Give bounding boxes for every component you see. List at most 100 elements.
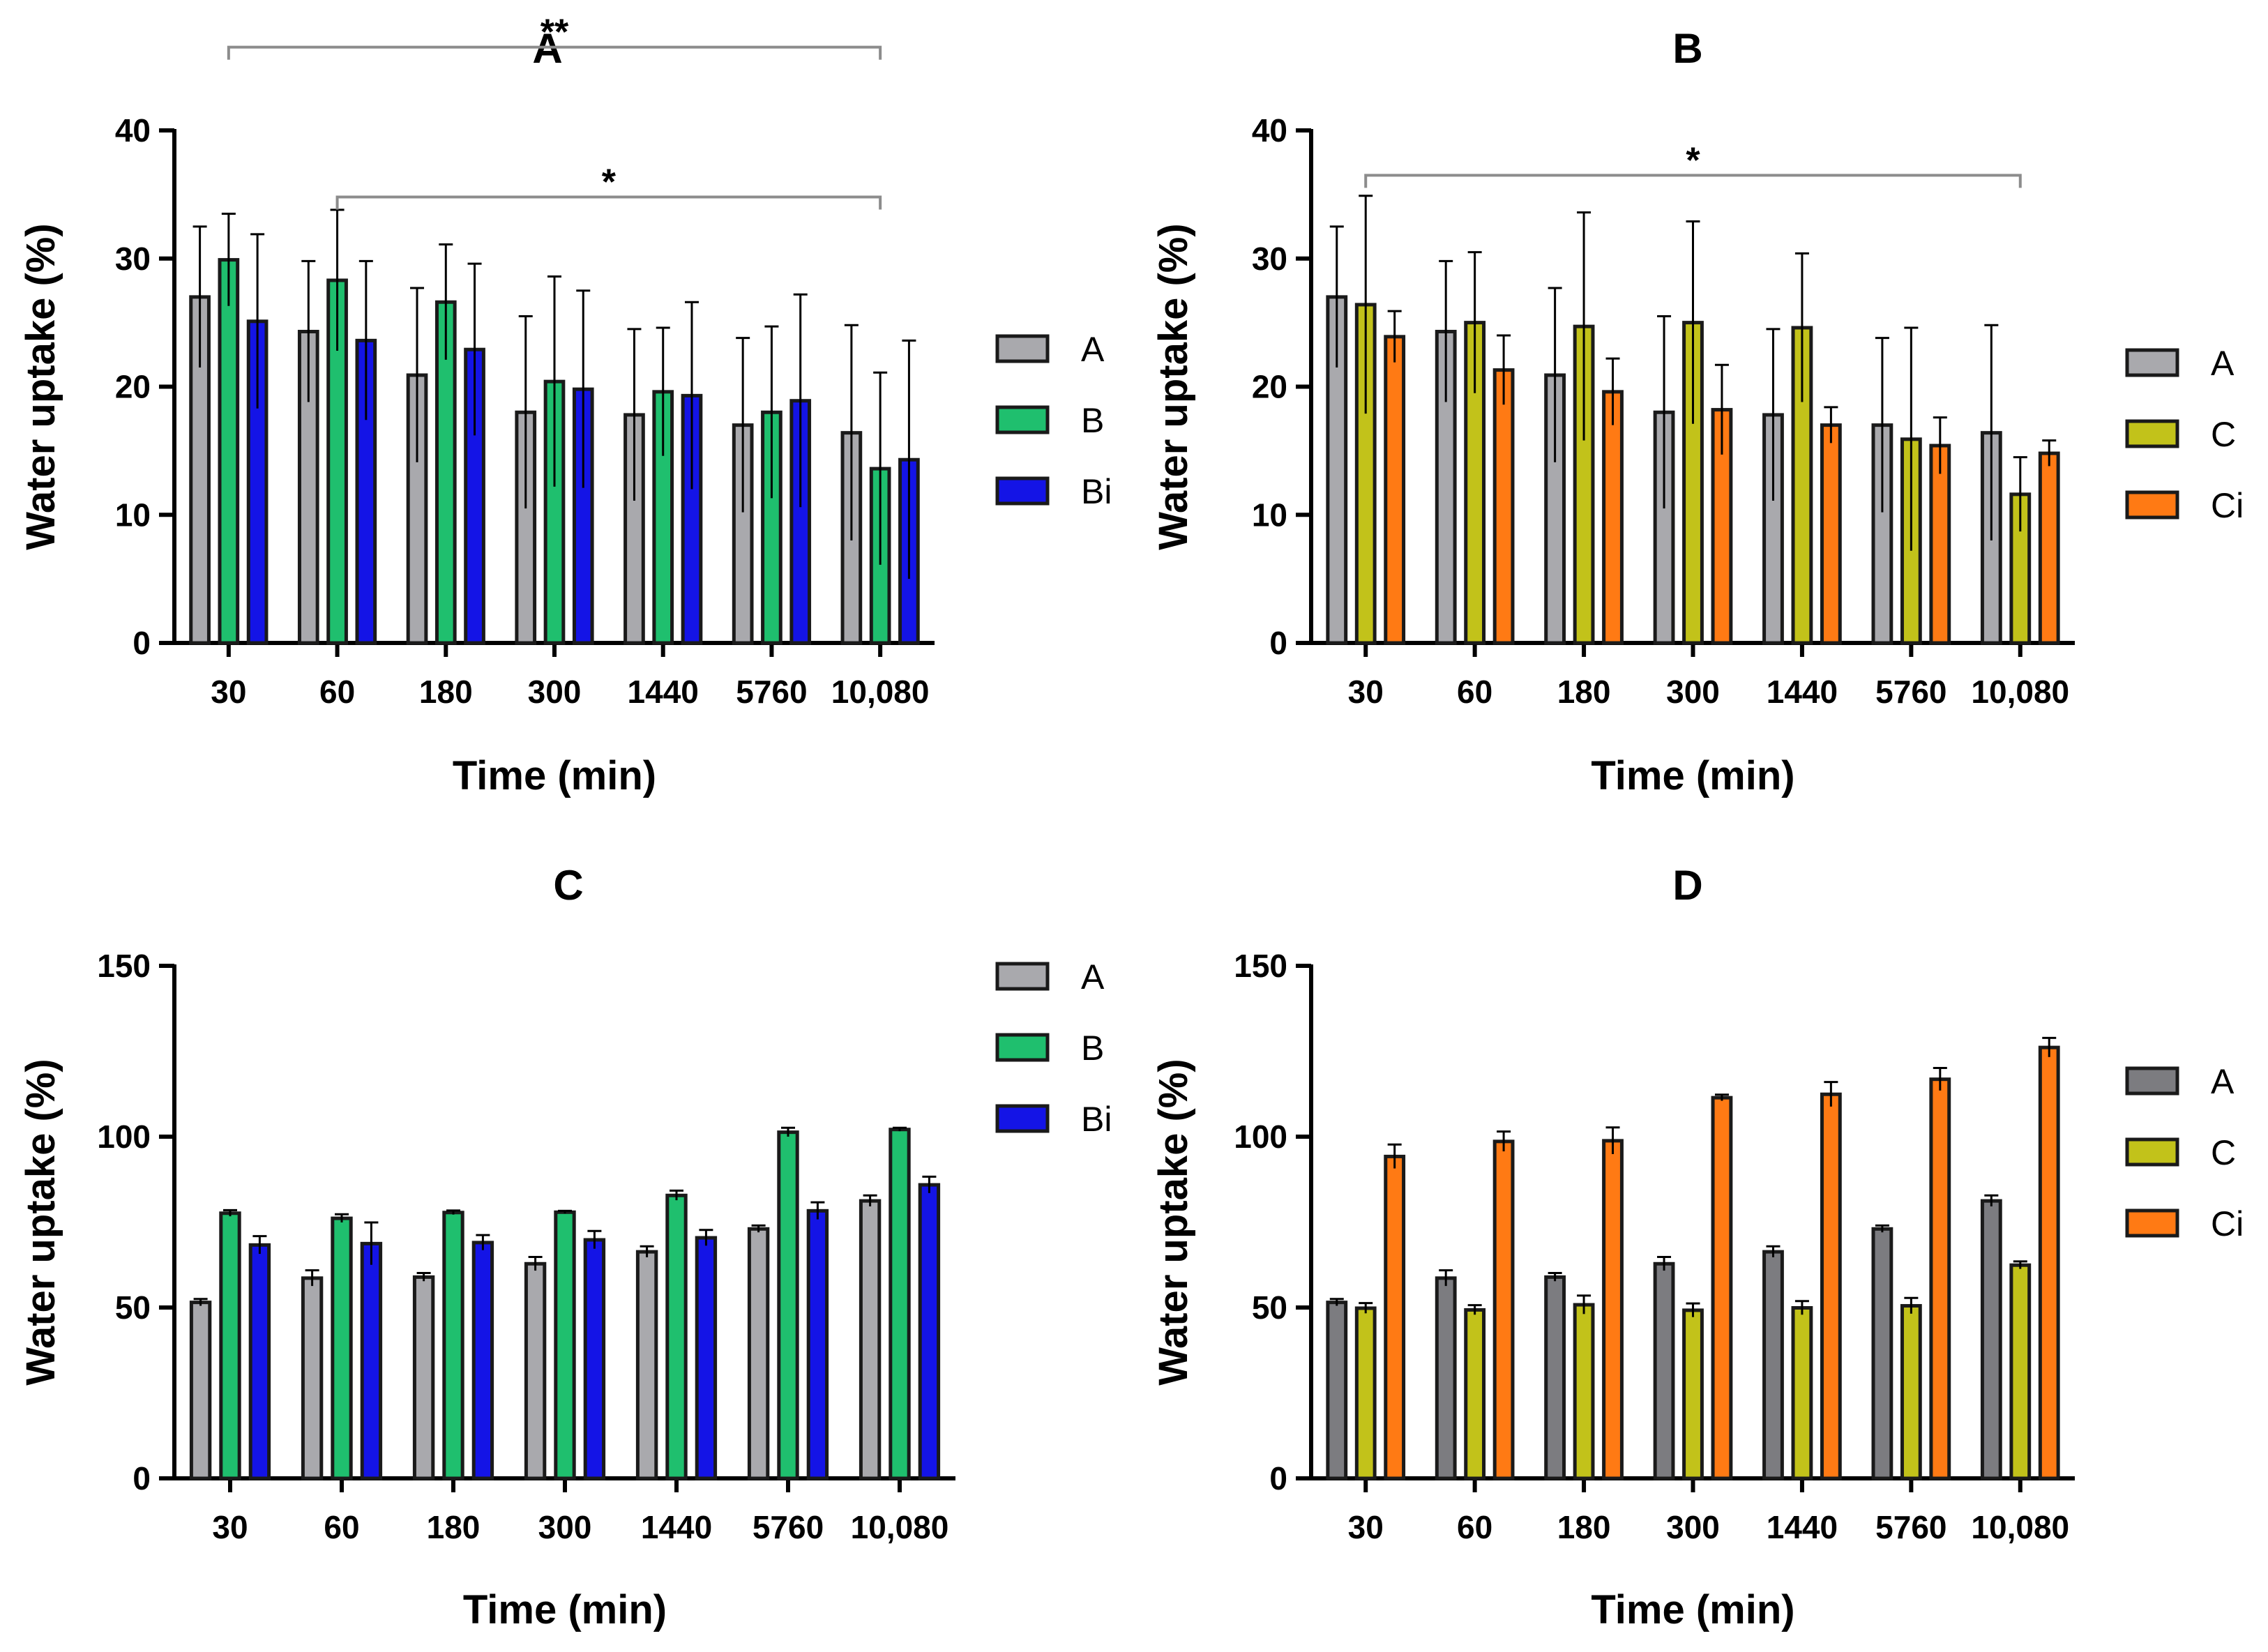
bar-A-1440 bbox=[1762, 1250, 1784, 1480]
y-tick-label: 0 bbox=[133, 1460, 151, 1496]
x-tick-label: 10,080 bbox=[831, 674, 930, 710]
bar-Ci-30 bbox=[1384, 1154, 1406, 1480]
significance-label: * bbox=[1686, 140, 1700, 181]
bar-A-180 bbox=[1544, 1275, 1566, 1480]
bar-Ci-180 bbox=[1602, 390, 1624, 645]
x-tick-label: 5760 bbox=[753, 1509, 824, 1545]
bar-B-30 bbox=[219, 1211, 241, 1480]
significance-label: ** bbox=[540, 13, 569, 53]
panel-title: C bbox=[553, 862, 583, 909]
legend-swatch-A bbox=[995, 962, 1050, 991]
bar-A-10,080 bbox=[859, 1199, 882, 1480]
bar-A-5760 bbox=[1871, 1227, 1893, 1480]
bar-C-300 bbox=[1682, 1308, 1704, 1480]
y-axis-label: Water uptake (%) bbox=[1151, 223, 1196, 550]
bar-Bi-30 bbox=[248, 1243, 271, 1480]
y-tick-label: 0 bbox=[1269, 1460, 1287, 1496]
bar-A-30 bbox=[189, 1301, 212, 1480]
x-tick-label: 10,080 bbox=[1971, 674, 2069, 710]
y-tick-label: 0 bbox=[1269, 625, 1287, 661]
chart-panel-D: D Water uptake (%) Time (min) 0 50 100 150 30 60… bbox=[1151, 862, 2244, 1632]
x-tick-label: 1440 bbox=[628, 674, 699, 710]
y-tick-label: 20 bbox=[1252, 369, 1287, 405]
x-tick-label: 180 bbox=[1557, 674, 1611, 710]
bar-A-60 bbox=[1435, 1276, 1457, 1480]
bar-Bi-300 bbox=[583, 1238, 606, 1480]
y-tick-label: 100 bbox=[97, 1119, 151, 1155]
x-tick-label: 5760 bbox=[1875, 1509, 1946, 1545]
bar-Bi-60 bbox=[360, 1241, 383, 1480]
bar-Ci-5760 bbox=[1929, 1077, 1951, 1480]
bar-A-5760 bbox=[747, 1227, 770, 1480]
y-tick-label: 50 bbox=[115, 1289, 151, 1326]
y-tick-label: 40 bbox=[115, 112, 151, 149]
legend-swatch-B bbox=[995, 405, 1050, 434]
bar-Ci-1440 bbox=[1820, 1092, 1842, 1480]
legend-swatch-Ci bbox=[2125, 1208, 2179, 1238]
legend-label: C bbox=[2211, 415, 2236, 454]
y-tick-label: 0 bbox=[133, 625, 151, 661]
legend-swatch-B bbox=[995, 1033, 1050, 1062]
x-tick-label: 180 bbox=[1557, 1509, 1611, 1545]
bar-A-300 bbox=[1653, 410, 1675, 645]
significance-bracket bbox=[227, 45, 882, 60]
significance-label: * bbox=[602, 162, 617, 203]
y-tick-label: 30 bbox=[115, 241, 151, 277]
bar-Ci-10,080 bbox=[2038, 451, 2060, 645]
bar-C-60 bbox=[1464, 1308, 1486, 1480]
bar-Ci-5760 bbox=[1929, 444, 1951, 645]
bar-B-10,080 bbox=[889, 1128, 911, 1480]
bar-Ci-60 bbox=[1492, 1139, 1515, 1480]
bar-Bi-1440 bbox=[695, 1236, 718, 1480]
bar-Ci-60 bbox=[1492, 368, 1515, 645]
y-axis-label: Water uptake (%) bbox=[18, 223, 63, 550]
x-tick-label: 5760 bbox=[736, 674, 807, 710]
bar-B-1440 bbox=[665, 1193, 688, 1480]
panel-title: B bbox=[1672, 25, 1702, 72]
bar-Ci-30 bbox=[1384, 335, 1406, 645]
significance-bracket bbox=[335, 195, 882, 210]
bar-A-10,080 bbox=[1980, 1199, 2002, 1480]
bar-B-30 bbox=[218, 258, 240, 645]
significance-bracket bbox=[1364, 174, 2022, 188]
legend-label: A bbox=[1081, 957, 1105, 996]
legend-swatch-Ci bbox=[2125, 490, 2179, 520]
legend-label: B bbox=[1081, 1029, 1104, 1068]
bar-C-30 bbox=[1354, 1306, 1377, 1480]
y-tick-label: 10 bbox=[115, 497, 151, 533]
bar-C-1440 bbox=[1791, 1305, 1813, 1480]
legend-swatch-A bbox=[2125, 1066, 2179, 1096]
legend-swatch-C bbox=[2125, 419, 2179, 448]
bar-C-10,080 bbox=[2009, 1263, 2032, 1480]
x-tick-label: 60 bbox=[319, 674, 355, 710]
x-tick-label: 30 bbox=[212, 1509, 248, 1545]
y-tick-label: 50 bbox=[1252, 1289, 1287, 1326]
legend-label: A bbox=[2211, 1062, 2235, 1101]
x-axis-label: Time (min) bbox=[1591, 1587, 1794, 1632]
y-tick-label: 150 bbox=[97, 948, 151, 984]
bar-Bi-180 bbox=[471, 1241, 494, 1480]
legend-label: A bbox=[1081, 330, 1105, 369]
legend-swatch-A bbox=[2125, 348, 2179, 377]
legend-label: A bbox=[2211, 344, 2235, 383]
x-tick-label: 10,080 bbox=[1971, 1509, 2069, 1545]
bar-Ci-300 bbox=[1711, 1096, 1733, 1480]
y-tick-label: 40 bbox=[1252, 112, 1287, 149]
x-tick-label: 60 bbox=[1457, 1509, 1492, 1545]
x-tick-label: 10,080 bbox=[851, 1509, 949, 1545]
legend-swatch-Bi bbox=[995, 476, 1050, 506]
y-tick-label: 150 bbox=[1234, 948, 1287, 984]
legend-label: Ci bbox=[2211, 1204, 2244, 1243]
bar-B-300 bbox=[554, 1210, 576, 1480]
bar-Ci-1440 bbox=[1820, 423, 1842, 645]
x-tick-label: 300 bbox=[1666, 1509, 1720, 1545]
bar-B-5760 bbox=[777, 1130, 799, 1480]
bar-A-300 bbox=[1653, 1261, 1675, 1480]
legend-label: Ci bbox=[2211, 486, 2244, 525]
x-tick-label: 1440 bbox=[1767, 674, 1838, 710]
x-tick-label: 300 bbox=[1666, 674, 1720, 710]
x-tick-label: 5760 bbox=[1875, 674, 1946, 710]
bar-Bi-10,080 bbox=[918, 1183, 941, 1480]
y-tick-label: 30 bbox=[1252, 241, 1287, 277]
x-axis-label: Time (min) bbox=[463, 1587, 667, 1632]
